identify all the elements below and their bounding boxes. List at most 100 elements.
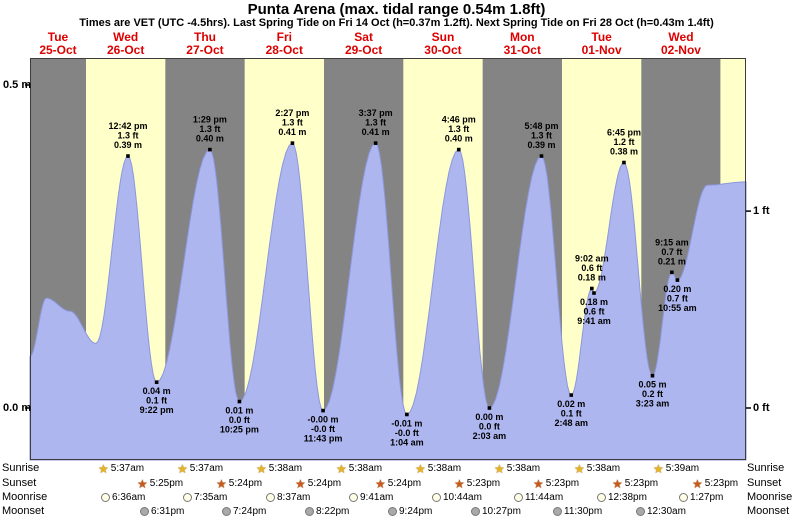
sunrise-time: 5:38am — [586, 463, 621, 474]
moonset-time: 9:24pm — [399, 506, 433, 517]
tide-annotation-text: -0.0 ft — [395, 428, 419, 438]
moonrise-entry-1: 7:35am — [183, 491, 227, 504]
sunrise-star-icon: ★ — [336, 461, 347, 476]
tide-annotation-text: 6:45 pm — [607, 128, 641, 138]
sunset-entry-0: ★ 5:25pm — [137, 477, 183, 490]
sunrise-time: 5:37am — [189, 463, 224, 474]
sunrise-time: 5:37am — [110, 463, 145, 474]
moonrise-entry-6: 12:38pm — [597, 491, 647, 504]
moonrise-moon-icon — [349, 493, 358, 502]
tide-annotation-text: 0.05 m — [638, 380, 666, 390]
tide-annotation-text: 0.38 m — [610, 147, 638, 157]
tide-annotation-text: 0.7 ft — [667, 294, 688, 304]
high-tide-dot — [539, 154, 544, 158]
tide-annotation-text: 0.41 m — [278, 127, 306, 137]
moonrise-moon-icon — [597, 493, 606, 502]
high-tide-annotation: 9:15 am0.7 ft0.21 m — [655, 237, 689, 275]
sunset-time: 5:23pm — [624, 478, 659, 489]
tide-area — [29, 142, 747, 461]
sunset-time: 5:25pm — [149, 478, 184, 489]
tide-annotation-text: 3:23 am — [636, 399, 670, 409]
sunset-star-icon: ★ — [692, 476, 703, 491]
day-date-7: 01-Nov — [581, 43, 622, 57]
moonset-entry-5: 11:30pm — [553, 505, 602, 518]
moonrise-moon-icon — [266, 493, 275, 502]
day-name-4: Sat — [354, 30, 373, 44]
tide-annotation-text: 0.20 m — [663, 284, 691, 294]
sunset-star-icon: ★ — [533, 476, 544, 491]
sunrise-entry-6: ★ 5:38am — [574, 462, 620, 475]
tide-annotation-text: 1:04 am — [390, 437, 424, 447]
moonrise-entry-5: 11:44am — [514, 491, 563, 504]
low-tide-dot — [569, 393, 574, 397]
sunset-star-icon: ★ — [137, 476, 148, 491]
sunrise-star-icon: ★ — [98, 461, 109, 476]
low-tide-dot — [487, 406, 492, 410]
tide-annotation-text: 0.1 ft — [561, 409, 582, 419]
sunrise-star-icon: ★ — [177, 461, 188, 476]
sunset-entry-4: ★ 5:23pm — [454, 477, 500, 490]
high-tide-dot — [126, 154, 130, 158]
tide-annotation-text: 2:27 pm — [275, 108, 309, 118]
tide-annotation-text: 9:22 pm — [140, 405, 174, 415]
tide-annotation-text: 11:43 pm — [304, 434, 343, 444]
tide-annotation-text: 0.40 m — [445, 134, 473, 144]
moonrise-time: 9:41am — [360, 492, 394, 503]
tide-annotation-text: 1.3 ft — [117, 131, 138, 141]
low-tide-annotation: 0.00 m0.0 ft2:03 am — [473, 406, 506, 441]
sunrise-star-icon: ★ — [415, 461, 426, 476]
moonset-time: 7:24pm — [233, 506, 267, 517]
moonset-moon-icon — [222, 507, 231, 516]
tide-annotation-text: 0.18 m — [580, 297, 608, 307]
tide-annotation-text: 10:25 pm — [220, 425, 259, 435]
day-name-0: Tue — [47, 30, 69, 44]
moonset-moon-icon — [471, 507, 480, 516]
tide-annotation-text: 0.39 m — [527, 140, 555, 150]
row-label-moonrise-right: Moonrise — [747, 491, 793, 503]
tide-annotation-text: 1.3 ft — [448, 124, 469, 134]
high-tide-annotation: 12:42 pm1.3 ft0.39 m — [108, 121, 147, 158]
moonset-entry-1: 7:24pm — [222, 505, 266, 518]
tide-annotation-text: 4:46 pm — [442, 115, 476, 125]
high-tide-dot — [456, 147, 461, 152]
low-tide-dot — [237, 399, 242, 404]
moonset-entry-4: 10:27pm — [471, 505, 521, 518]
sunset-entry-3: ★ 5:24pm — [375, 477, 421, 490]
day-date-6: 31-Oct — [503, 43, 541, 57]
moonrise-entry-7: 1:27pm — [679, 491, 723, 504]
high-tide-dot — [208, 147, 212, 152]
moonrise-moon-icon — [679, 493, 688, 502]
row-label-sunrise-left: Sunrise — [2, 462, 40, 474]
sunrise-star-icon: ★ — [256, 461, 267, 476]
moonset-moon-icon — [140, 507, 149, 516]
tide-annotation-text: 0.2 ft — [642, 389, 663, 399]
day-date-2: 27-Oct — [186, 43, 224, 57]
day-name-8: Wed — [668, 30, 694, 44]
tide-annotation-text: 0.7 ft — [661, 247, 682, 257]
row-label-sunrise-right: Sunrise — [747, 462, 785, 474]
tide-annotation-text: -0.0 ft — [311, 424, 335, 434]
y-axis-tick-left-0.5m: 0.5 m — [3, 79, 32, 91]
tide-annotation-text: 0.0 ft — [479, 422, 500, 432]
moonset-entry-0: 6:31pm — [140, 505, 184, 518]
tide-annotation-text: 12:42 pm — [108, 121, 147, 131]
sunset-time: 5:24pm — [387, 478, 422, 489]
tide-annotation-text: 1.3 ft — [365, 118, 386, 128]
y-axis-tick-right-0ft: 0 ft — [753, 402, 770, 414]
moonset-moon-icon — [388, 507, 397, 516]
row-label-sunset-right: Sunset — [747, 477, 782, 489]
moonrise-moon-icon — [514, 493, 523, 502]
day-name-2: Thu — [193, 30, 216, 44]
tide-annotation-text: 0.02 m — [557, 399, 585, 409]
day-date-8: 02-Nov — [660, 43, 701, 57]
sunset-entry-2: ★ 5:24pm — [295, 477, 341, 490]
day-name-3: Fri — [276, 30, 292, 44]
sunrise-entry-7: ★ 5:39am — [653, 462, 699, 475]
high-tide-annotation: 3:37 pm1.3 ft0.41 m — [359, 108, 393, 145]
day-name-6: Mon — [509, 30, 535, 44]
moonset-moon-icon — [305, 507, 314, 516]
moonrise-entry-4: 10:44am — [432, 491, 482, 504]
